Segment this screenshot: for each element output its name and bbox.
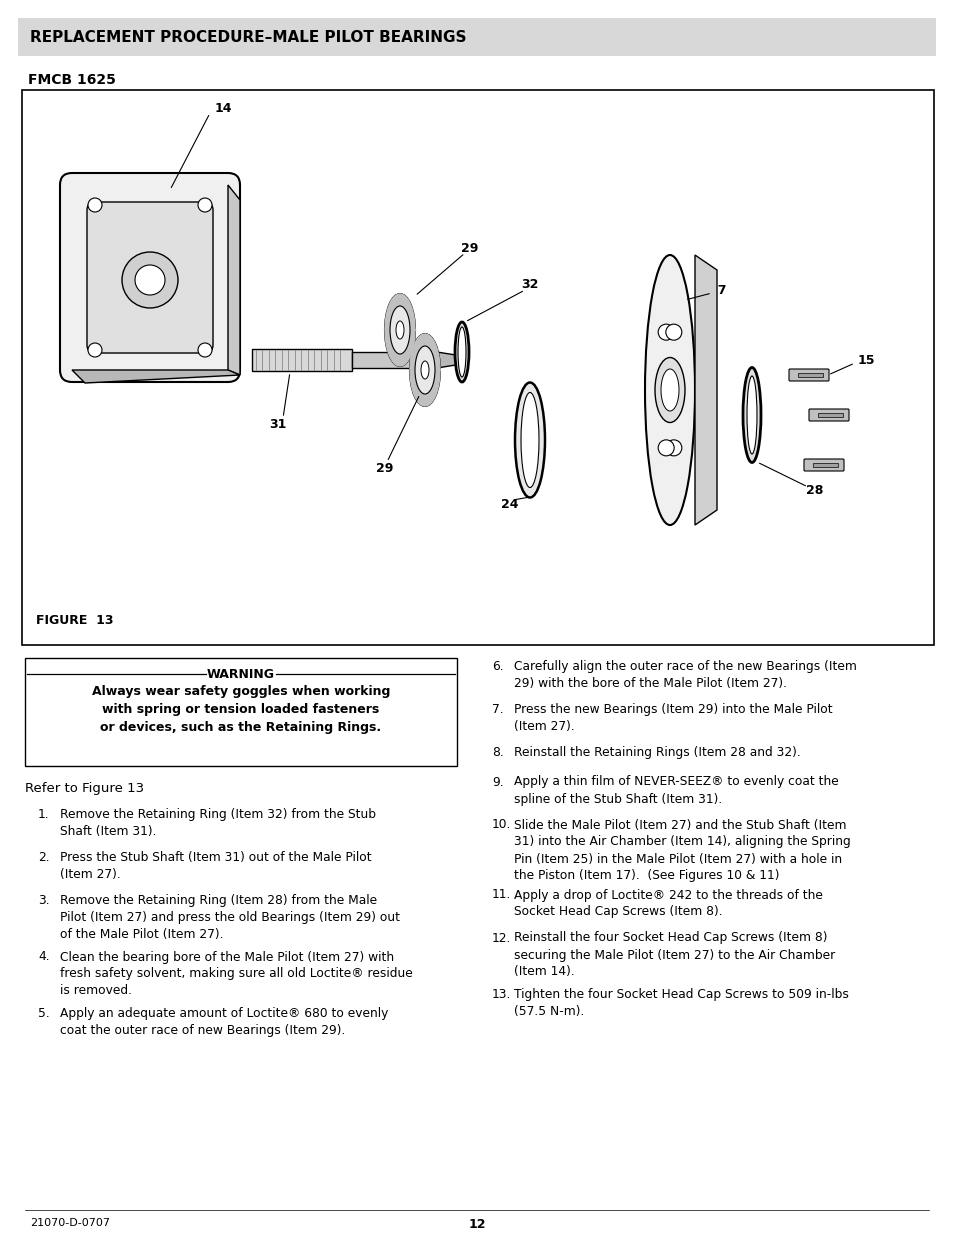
Text: Press the Stub Shaft (Item 31) out of the Male Pilot
(Item 27).: Press the Stub Shaft (Item 31) out of th… <box>60 851 372 881</box>
Text: 14: 14 <box>214 101 233 115</box>
Text: 29: 29 <box>375 462 394 474</box>
Circle shape <box>122 252 178 308</box>
FancyBboxPatch shape <box>87 203 213 353</box>
Ellipse shape <box>515 383 544 498</box>
Ellipse shape <box>420 361 429 379</box>
Bar <box>18 19 935 56</box>
Polygon shape <box>71 370 240 383</box>
Ellipse shape <box>457 327 465 377</box>
Ellipse shape <box>655 357 684 422</box>
Text: 7.: 7. <box>492 703 503 716</box>
Circle shape <box>658 324 674 340</box>
FancyBboxPatch shape <box>788 369 828 382</box>
Polygon shape <box>385 294 415 366</box>
Circle shape <box>665 440 681 456</box>
Circle shape <box>658 440 674 456</box>
Text: Apply an adequate amount of Loctite® 680 to evenly
coat the outer race of new Be: Apply an adequate amount of Loctite® 680… <box>60 1007 388 1037</box>
Text: REPLACEMENT PROCEDURE–MALE PILOT BEARINGS: REPLACEMENT PROCEDURE–MALE PILOT BEARING… <box>30 30 466 44</box>
Text: Clean the bearing bore of the Male Pilot (Item 27) with
fresh safety solvent, ma: Clean the bearing bore of the Male Pilot… <box>60 951 413 998</box>
Text: 11.: 11. <box>492 888 511 902</box>
Circle shape <box>135 266 165 295</box>
Text: 9.: 9. <box>492 776 503 788</box>
Text: Apply a drop of Loctite® 242 to the threads of the
Socket Head Cap Screws (Item : Apply a drop of Loctite® 242 to the thre… <box>514 888 822 919</box>
Text: 1.: 1. <box>38 808 50 821</box>
FancyBboxPatch shape <box>808 409 848 421</box>
Text: WARNING: WARNING <box>207 667 274 680</box>
Ellipse shape <box>746 375 757 454</box>
Text: 31: 31 <box>269 419 287 431</box>
Text: Carefully align the outer race of the new Bearings (Item
29) with the bore of th: Carefully align the outer race of the ne… <box>514 659 856 690</box>
Text: FIGURE  13: FIGURE 13 <box>36 614 113 627</box>
FancyBboxPatch shape <box>803 459 843 471</box>
Bar <box>797 373 822 377</box>
Text: Remove the Retaining Ring (Item 32) from the Stub
Shaft (Item 31).: Remove the Retaining Ring (Item 32) from… <box>60 808 375 839</box>
Text: Press the new Bearings (Item 29) into the Male Pilot
(Item 27).: Press the new Bearings (Item 29) into th… <box>514 703 832 734</box>
Text: 32: 32 <box>520 279 538 291</box>
Circle shape <box>198 343 212 357</box>
Text: 29: 29 <box>461 242 478 254</box>
Text: 28: 28 <box>805 483 822 496</box>
Text: 15: 15 <box>857 353 875 367</box>
Text: 2.: 2. <box>38 851 50 864</box>
Bar <box>25 658 456 766</box>
Text: 6.: 6. <box>492 659 503 673</box>
Text: 12: 12 <box>468 1218 485 1231</box>
Ellipse shape <box>385 294 415 366</box>
Text: Remove the Retaining Ring (Item 28) from the Male
Pilot (Item 27) and press the : Remove the Retaining Ring (Item 28) from… <box>60 894 399 941</box>
Bar <box>22 90 933 645</box>
Text: Reinstall the Retaining Rings (Item 28 and 32).: Reinstall the Retaining Rings (Item 28 a… <box>514 746 800 760</box>
Ellipse shape <box>415 346 435 394</box>
Polygon shape <box>695 254 717 525</box>
Bar <box>252 350 352 370</box>
Ellipse shape <box>410 333 439 406</box>
Ellipse shape <box>390 306 410 354</box>
Text: Tighten the four Socket Head Cap Screws to 509 in-lbs
(57.5 N-m).: Tighten the four Socket Head Cap Screws … <box>514 988 848 1018</box>
Text: Refer to Figure 13: Refer to Figure 13 <box>25 782 144 795</box>
Bar <box>352 352 436 368</box>
Text: Always wear safety goggles when working
with spring or tension loaded fasteners
: Always wear safety goggles when working … <box>91 685 390 735</box>
Polygon shape <box>436 352 461 368</box>
Ellipse shape <box>742 368 760 462</box>
Text: 13.: 13. <box>492 988 511 1002</box>
Text: 21070-D-0707: 21070-D-0707 <box>30 1218 110 1228</box>
Bar <box>817 412 842 417</box>
Ellipse shape <box>660 369 679 411</box>
Circle shape <box>88 198 102 212</box>
Polygon shape <box>410 333 439 406</box>
Text: 5.: 5. <box>38 1007 50 1020</box>
Text: Apply a thin film of NEVER-SEEZ® to evenly coat the
spline of the Stub Shaft (It: Apply a thin film of NEVER-SEEZ® to even… <box>514 776 838 805</box>
Text: Slide the Male Pilot (Item 27) and the Stub Shaft (Item
31) into the Air Chamber: Slide the Male Pilot (Item 27) and the S… <box>514 819 850 883</box>
Polygon shape <box>228 185 240 375</box>
FancyBboxPatch shape <box>60 173 240 382</box>
Text: 10.: 10. <box>492 819 511 831</box>
Circle shape <box>88 343 102 357</box>
Text: 24: 24 <box>500 499 518 511</box>
Text: Reinstall the four Socket Head Cap Screws (Item 8)
securing the Male Pilot (Item: Reinstall the four Socket Head Cap Screw… <box>514 931 835 978</box>
Ellipse shape <box>456 353 468 367</box>
Ellipse shape <box>520 393 538 488</box>
Circle shape <box>665 324 681 340</box>
Ellipse shape <box>395 321 403 338</box>
Ellipse shape <box>455 322 469 382</box>
Ellipse shape <box>644 254 695 525</box>
Bar <box>812 463 837 467</box>
Text: 4.: 4. <box>38 951 50 963</box>
Text: 12.: 12. <box>492 931 511 945</box>
Text: 3.: 3. <box>38 894 50 906</box>
Circle shape <box>198 198 212 212</box>
Text: FMCB 1625: FMCB 1625 <box>28 73 115 86</box>
Text: 27: 27 <box>708 284 726 296</box>
Text: 8.: 8. <box>492 746 503 760</box>
